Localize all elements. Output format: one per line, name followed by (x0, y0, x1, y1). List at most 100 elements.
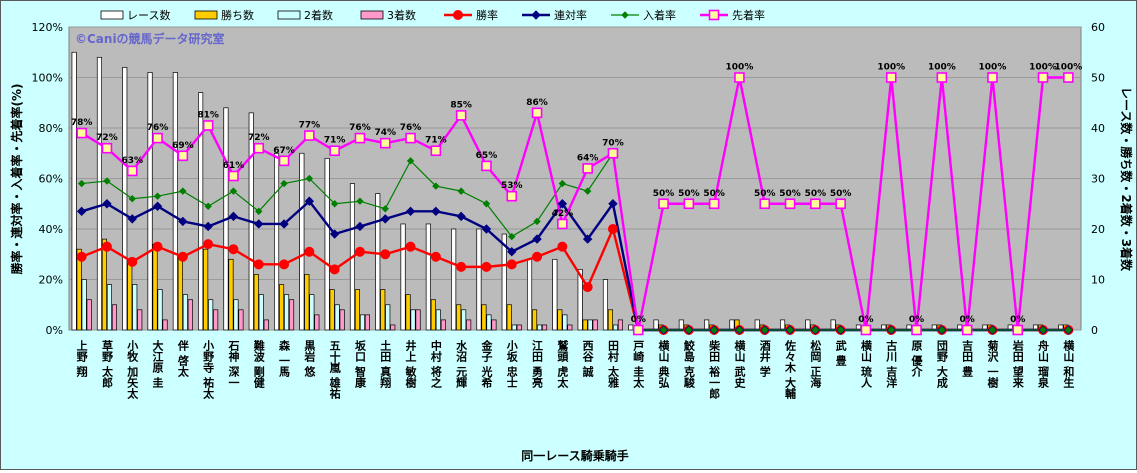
right-tick-label: 0 (1091, 324, 1098, 337)
bar (81, 279, 87, 331)
x-tick-label: 松岡 正海 (809, 339, 822, 389)
left-axis-title: 勝率・連対率・入着率・先着率(%) (9, 84, 24, 275)
point (228, 211, 239, 222)
point (101, 241, 112, 252)
point (1012, 324, 1024, 336)
bar (334, 304, 340, 331)
point-label: 70% (602, 138, 624, 148)
point-label: 76% (400, 123, 422, 133)
point-label: 100% (1054, 63, 1082, 73)
point-label: 67% (273, 146, 295, 156)
point (354, 246, 365, 257)
point (127, 256, 138, 267)
point-label: 50% (653, 189, 675, 199)
point-label: 72% (96, 133, 118, 143)
bar (111, 304, 118, 331)
bar (577, 269, 583, 331)
bar (187, 299, 193, 331)
point-label: 72% (248, 133, 270, 143)
point (430, 145, 442, 157)
bar (289, 299, 295, 331)
bar (435, 309, 441, 331)
left-tick-label: 120% (32, 21, 63, 34)
point (253, 259, 264, 270)
point-label: 100% (928, 63, 956, 73)
bar (182, 294, 188, 331)
bar (304, 274, 310, 331)
point (734, 72, 745, 83)
point (304, 130, 315, 141)
watermark: ©Caniの競馬データ研究室 (75, 31, 225, 46)
point (76, 251, 87, 262)
bar (228, 258, 234, 331)
bar (385, 304, 391, 331)
point (456, 211, 466, 222)
bar (147, 72, 153, 331)
right-tick-label: 60 (1091, 21, 1105, 34)
point (379, 137, 391, 149)
legend-label: 先着率 (732, 8, 765, 22)
bar (541, 324, 548, 331)
point (254, 219, 264, 229)
point (607, 224, 618, 234)
bar (425, 223, 431, 331)
right-axis-title: レース数・勝ち数・2着数・3着数 (1119, 87, 1134, 272)
legend-label: 勝ち数 (221, 8, 254, 22)
bar (405, 294, 411, 331)
bar (263, 319, 269, 331)
point (835, 198, 846, 210)
point (1064, 326, 1073, 334)
bar (238, 309, 244, 331)
left-tick-label: 60% (39, 173, 63, 186)
point (987, 72, 998, 83)
point (557, 218, 568, 230)
point (127, 214, 137, 224)
legend-label: 3着数 (387, 8, 416, 22)
bar (653, 319, 659, 331)
point-label: 50% (703, 189, 725, 199)
point-label: 65% (476, 151, 498, 161)
bar (607, 309, 614, 331)
x-tick-label: 菊沢 一樹 (986, 339, 999, 389)
x-axis-title: 同一レース騎乗騎手 (521, 448, 628, 463)
right-tick-label: 50 (1091, 72, 1105, 85)
point (279, 259, 290, 270)
bar (106, 284, 113, 331)
point (380, 249, 391, 260)
point (380, 214, 390, 224)
bar (309, 294, 315, 331)
bar (299, 152, 305, 331)
right-tick-label: 30 (1091, 173, 1105, 186)
point (683, 198, 695, 210)
right-axis-ticks: 0 10 20 30 40 50 60 (1091, 21, 1105, 337)
bar (132, 284, 138, 331)
point (279, 219, 289, 229)
point (735, 326, 744, 334)
point (152, 132, 163, 144)
point (582, 234, 593, 244)
point (177, 150, 189, 162)
point-label-layer: 78%72%63%76%69%81%61%72%67%77%71%76%74%7… (71, 63, 1082, 326)
bar (400, 223, 406, 331)
point (607, 147, 619, 159)
point (177, 251, 188, 262)
point (621, 11, 629, 19)
point (786, 326, 794, 334)
point (759, 198, 771, 210)
bar (754, 319, 760, 331)
x-tick-label: 坂口 智康 (353, 339, 366, 389)
left-tick-label: 80% (39, 122, 63, 135)
bar (76, 248, 82, 331)
legend-label: 入着率 (643, 8, 676, 22)
bar (233, 299, 239, 331)
point (152, 241, 163, 252)
legend: レース数 勝ち数 2着数 3着数 勝率 連対率 入着率 先着率 (100, 8, 765, 22)
point (531, 107, 543, 119)
bar (208, 299, 214, 331)
point (354, 132, 366, 144)
x-tick-label: 柴田 裕一郎 (708, 339, 722, 400)
x-tick-label: 武 豊 (834, 339, 847, 366)
point-label: 50% (830, 189, 852, 199)
bar (86, 299, 92, 331)
